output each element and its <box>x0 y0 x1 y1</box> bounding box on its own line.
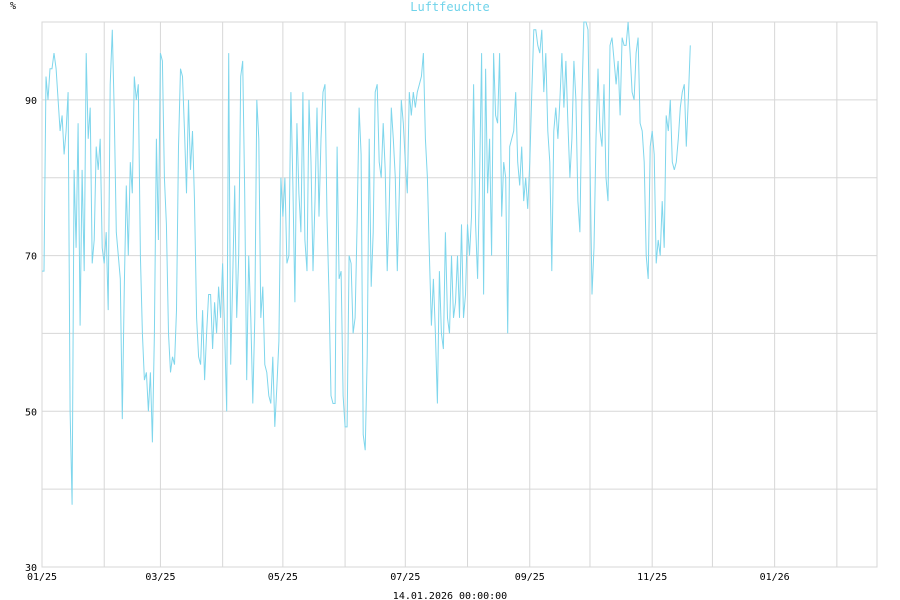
humidity-series-line <box>42 21 691 505</box>
x-tick-label: 05/25 <box>268 572 298 583</box>
x-tick-label: 11/25 <box>637 572 667 583</box>
x-tick-label: 07/25 <box>390 572 420 583</box>
x-tick-label: 03/25 <box>145 572 175 583</box>
x-tick-label: 01/26 <box>760 572 790 583</box>
x-tick-label: 01/25 <box>27 572 57 583</box>
footer-timestamp: 14.01.2026 00:00:00 <box>393 591 507 600</box>
y-tick-label: 70 <box>25 252 37 263</box>
plot-frame <box>41 21 878 568</box>
chart-title: Luftfeuchte <box>410 0 489 14</box>
series-layer <box>42 21 691 505</box>
x-axis: 01/25 03/25 05/25 07/25 09/25 11/25 01/26 <box>27 572 790 583</box>
y-tick-label: 90 <box>25 96 37 107</box>
y-unit-label: % <box>10 1 16 12</box>
y-axis: 30 50 70 90 <box>25 96 37 574</box>
x-tick-label: 09/25 <box>515 572 545 583</box>
grid <box>42 22 877 567</box>
y-tick-label: 30 <box>25 563 37 574</box>
y-tick-label: 50 <box>25 407 37 418</box>
